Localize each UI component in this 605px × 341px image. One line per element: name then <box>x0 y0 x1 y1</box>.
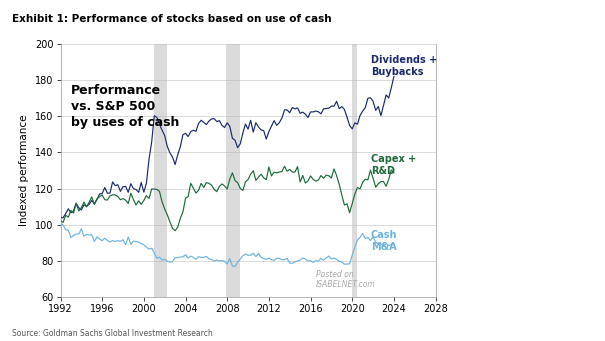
Text: Cash
M&A: Cash M&A <box>371 230 397 252</box>
Text: Dividends +
Buybacks: Dividends + Buybacks <box>371 55 437 77</box>
Text: Performance
vs. S&P 500
by uses of cash: Performance vs. S&P 500 by uses of cash <box>71 84 179 129</box>
Text: Exhibit 1: Performance of stocks based on use of cash: Exhibit 1: Performance of stocks based o… <box>12 14 332 24</box>
Bar <box>154 44 168 297</box>
Text: Capex +
R&D: Capex + R&D <box>371 154 416 176</box>
Y-axis label: Indexed performance: Indexed performance <box>19 115 30 226</box>
Text: Source: Goldman Sachs Global Investment Research: Source: Goldman Sachs Global Investment … <box>12 329 213 338</box>
Text: Posted on
ISABELNET.com: Posted on ISABELNET.com <box>316 270 376 290</box>
Bar <box>352 44 358 297</box>
Bar <box>226 44 240 297</box>
